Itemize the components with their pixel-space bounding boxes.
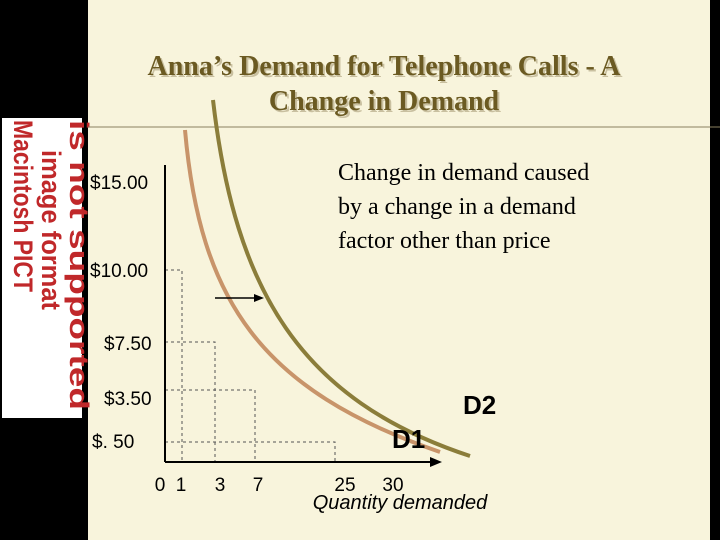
x-axis-label: Quantity demanded xyxy=(313,492,488,514)
shift-arrowhead xyxy=(254,294,264,302)
price-label: $7.50 xyxy=(104,334,152,355)
quantity-label: 25 xyxy=(334,475,355,496)
title-line: Change in Demand xyxy=(269,86,500,117)
guide xyxy=(165,389,256,462)
sidebar-text: Macintosh PICT image format is not suppo… xyxy=(8,120,94,410)
price-label: $3.50 xyxy=(104,389,152,410)
curve-label: D2 xyxy=(463,390,496,420)
price-label: $. 50 xyxy=(92,432,134,453)
annotation: Change in demand caused by a change in a… xyxy=(338,160,589,254)
price-labels: $15.00 $10.00 $7.50 $3.50 $. 50 xyxy=(90,173,152,453)
title-line: Anna’s Demand for Telephone Calls - A xyxy=(148,51,622,82)
annotation-line: Change in demand caused xyxy=(338,160,589,186)
title-shadow: Anna’s Demand for Telephone Calls - A xyxy=(150,53,624,84)
d2-curve xyxy=(211,99,471,458)
guide xyxy=(165,441,336,462)
price-label: $15.00 xyxy=(90,173,148,194)
d1-curve xyxy=(183,129,441,454)
price-label: $10.00 xyxy=(90,261,148,282)
sidebar-line: Macintosh PICT xyxy=(8,120,38,292)
x-arrowhead xyxy=(430,457,442,467)
title-shadow: Change in Demand xyxy=(271,88,502,119)
sidebar-box xyxy=(2,118,82,418)
quantity-label: 1 xyxy=(176,475,187,496)
annotation-line: factor other than price xyxy=(338,228,551,254)
title: Anna’s Demand for Telephone Calls - A Ch… xyxy=(148,51,624,119)
quantity-label: 3 xyxy=(215,475,226,496)
quantity-label: 7 xyxy=(253,475,264,496)
slide-background xyxy=(88,0,710,540)
annotation-line: by a change in a demand xyxy=(338,194,576,220)
sidebar-line: image format xyxy=(36,150,66,310)
guides xyxy=(165,269,336,462)
sidebar-line: is not supported xyxy=(64,120,94,410)
quantity-labels: 0 1 3 7 25 30 xyxy=(155,475,404,496)
quantity-label: 0 xyxy=(155,475,166,496)
guide xyxy=(165,269,183,462)
guide xyxy=(165,341,216,462)
quantity-label: 30 xyxy=(382,475,403,496)
curve-label: D1 xyxy=(392,424,425,454)
